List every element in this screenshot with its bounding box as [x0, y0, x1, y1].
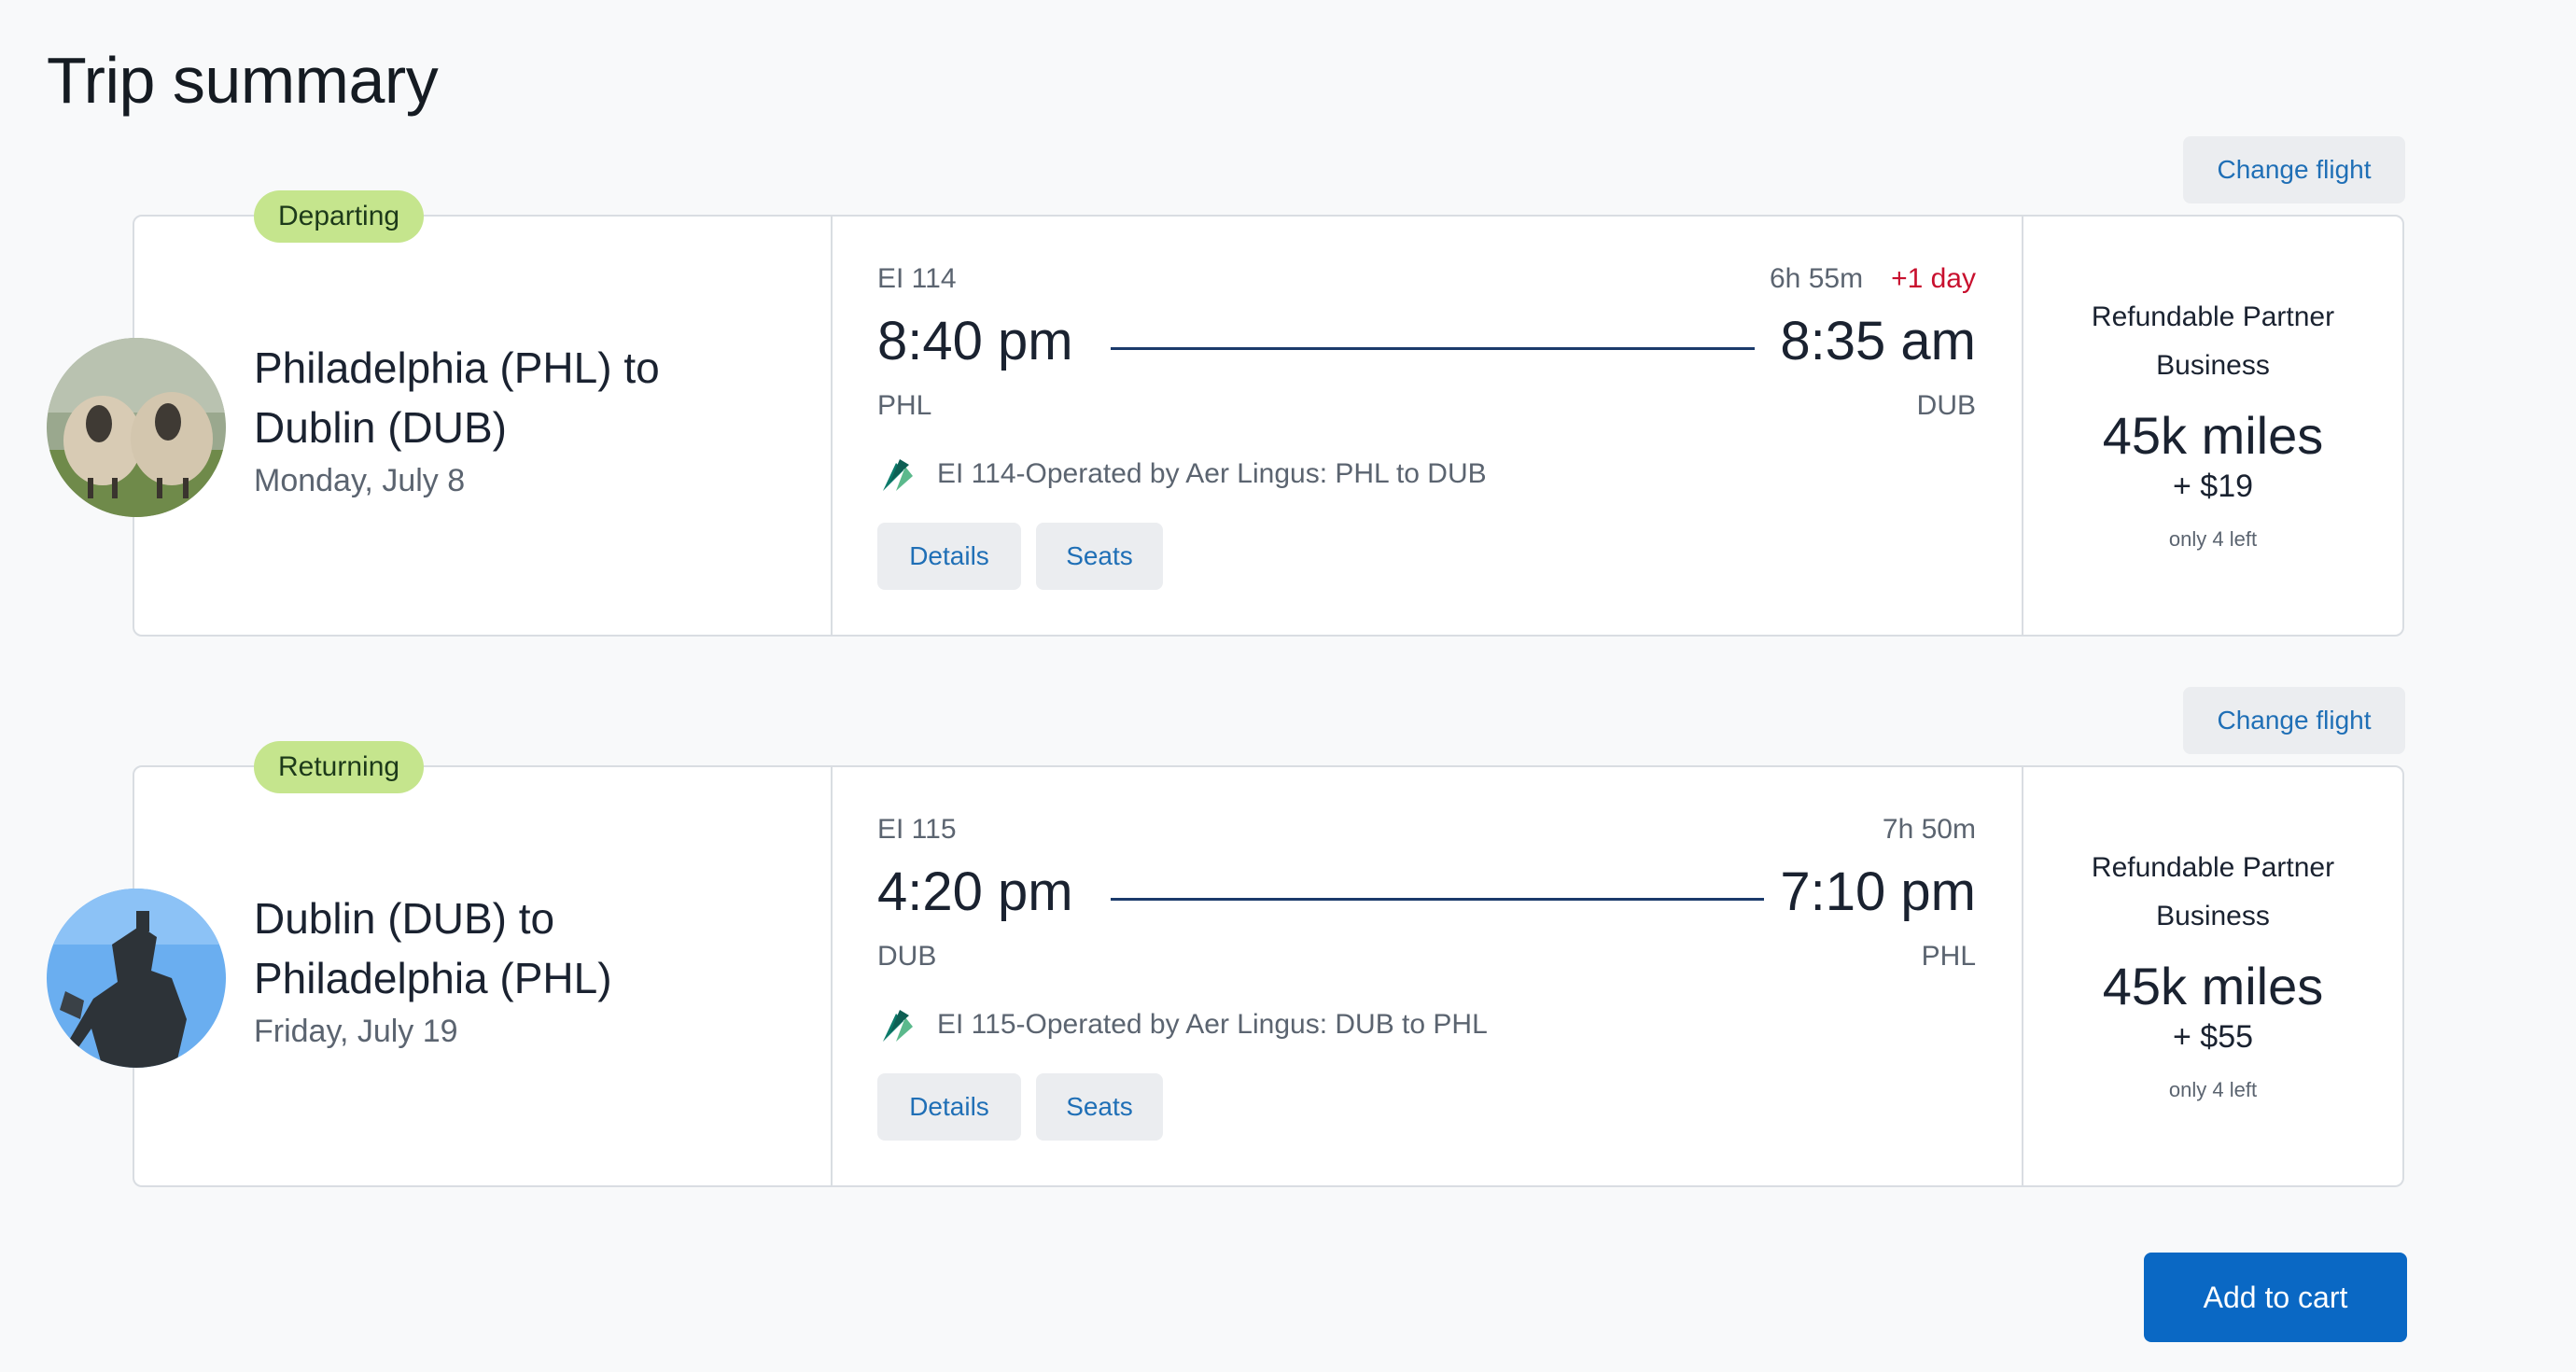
change-flight-button[interactable]: Change flight [2183, 687, 2405, 754]
arrival-time: 7:10 pm [1780, 861, 1976, 922]
fare-miles: 45k miles [2102, 406, 2324, 465]
arrival-airport-code: DUB [1916, 390, 1976, 421]
fare-miles: 45k miles [2102, 957, 2324, 1015]
details-button[interactable]: Details [877, 1073, 1021, 1141]
aer-lingus-shamrock-icon [877, 454, 918, 495]
seats-button[interactable]: Seats [1036, 523, 1163, 590]
flight-timeline [1111, 898, 1764, 901]
fare-class-line2: Business [2156, 350, 2270, 381]
travel-date: Friday, July 19 [254, 1014, 458, 1049]
flight-number: EI 114 [877, 263, 957, 294]
fare-class-line1: Refundable Partner [2091, 301, 2335, 332]
fare-taxes: + $55 [2172, 1019, 2254, 1055]
operated-by-text: EI 115-Operated by Aer Lingus: DUB to PH… [937, 1009, 1488, 1040]
route-origin: Dublin (DUB) to [254, 894, 555, 943]
departure-airport-code: PHL [877, 390, 932, 421]
card-divider [831, 767, 833, 1185]
next-day-indicator: +1 day [1891, 263, 1976, 294]
details-button[interactable]: Details [877, 523, 1021, 590]
operated-by: EI 114-Operated by Aer Lingus: PHL to DU… [877, 454, 1487, 495]
change-flight-button[interactable]: Change flight [2183, 136, 2405, 203]
fare-summary: Refundable Partner Business 45k miles + … [2023, 217, 2402, 552]
departure-time: 8:40 pm [877, 311, 1073, 371]
duration-text: 7h 50m [1882, 814, 1976, 845]
seats-remaining: only 4 left [2168, 527, 2258, 551]
departure-time: 4:20 pm [877, 861, 1073, 922]
flight-card [133, 765, 2404, 1187]
seats-button[interactable]: Seats [1036, 1073, 1163, 1141]
fare-class-line1: Refundable Partner [2091, 852, 2335, 883]
departure-airport-code: DUB [877, 941, 937, 972]
page-title: Trip summary [47, 44, 439, 117]
flight-timeline [1111, 347, 1755, 350]
operated-by: EI 115-Operated by Aer Lingus: DUB to PH… [877, 1004, 1488, 1045]
route-info: Philadelphia (PHL) to Dublin (DUB) Monda… [254, 338, 814, 499]
operated-by-text: EI 114-Operated by Aer Lingus: PHL to DU… [937, 458, 1487, 489]
destination-photo [47, 338, 226, 517]
destination-photo [47, 889, 226, 1068]
fare-class-line2: Business [2156, 901, 2270, 931]
duration-text: 6h 55m [1770, 263, 1864, 294]
route-origin: Philadelphia (PHL) to [254, 343, 660, 392]
aer-lingus-shamrock-icon [877, 1004, 918, 1045]
card-divider [2022, 767, 2023, 1185]
flight-duration: 7h 50m [1883, 814, 1976, 846]
flight-number: EI 115 [877, 814, 957, 845]
travel-date: Monday, July 8 [254, 463, 466, 498]
fare-summary: Refundable Partner Business 45k miles + … [2023, 767, 2402, 1102]
fare-taxes: + $19 [2172, 469, 2254, 504]
returning-badge: Returning [254, 741, 425, 793]
card-divider [2022, 217, 2023, 635]
card-divider [831, 217, 833, 635]
departing-badge: Departing [254, 190, 425, 243]
route-destination: Dublin (DUB) [254, 403, 507, 452]
route-info: Dublin (DUB) to Philadelphia (PHL) Frida… [254, 889, 814, 1050]
flight-duration: 6h 55m +1 day [1770, 263, 1976, 295]
seats-remaining: only 4 left [2168, 1078, 2258, 1101]
flight-card [133, 215, 2404, 637]
sheep-photo [47, 338, 226, 517]
arrival-time: 8:35 am [1780, 311, 1976, 371]
route-destination: Philadelphia (PHL) [254, 954, 612, 1002]
add-to-cart-button[interactable]: Add to cart [2144, 1253, 2407, 1342]
arrival-airport-code: PHL [1921, 941, 1976, 972]
statue-photo [47, 889, 226, 1068]
